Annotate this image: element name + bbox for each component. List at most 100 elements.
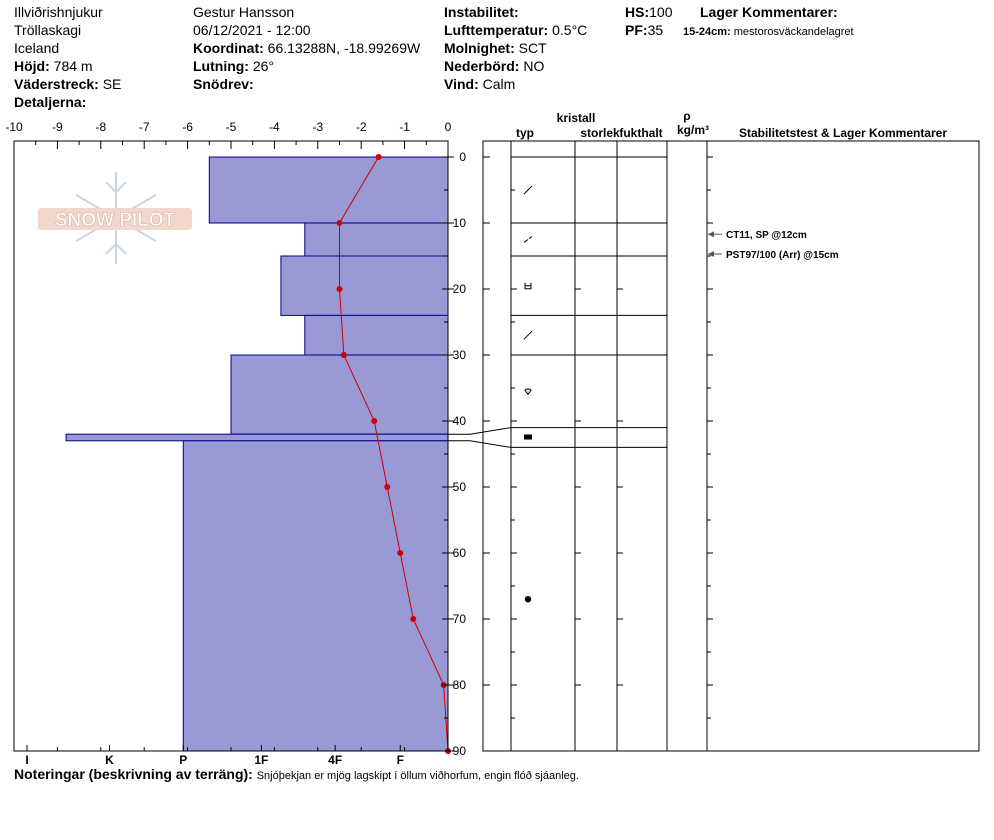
depth-tick-label: 90 [453,744,467,758]
depth-tick-label: 40 [453,414,467,428]
temperature-point [336,220,343,226]
temp-tick-label: -9 [52,120,63,134]
rho-header: ρ [683,109,690,123]
depth-tick-label: 30 [453,348,467,362]
instability-label: Instabilitet: [444,4,519,20]
hs-row: HS:100 [625,4,672,20]
snowpilot-logo: SNOW PILOT [38,172,192,264]
layer-table: kristall typ storlek fukthalt ρ kg/m³ St… [448,109,980,752]
country-name: Iceland [14,40,60,56]
table-frame [482,140,980,752]
type-header: typ [516,126,534,140]
coordinate-row: Koordinat: 66.13288N, -18.99269W [193,40,420,56]
temperature-point [336,286,343,292]
notes-row: Noteringar (beskrivning av terräng): Snj… [14,766,579,784]
size-header: storlek [580,126,620,140]
temp-tick-label: -10 [5,120,23,134]
depth-tick-label: 0 [459,150,466,164]
layer-comment-text: mestorosväckandelagret [733,26,854,38]
precip-value: NO [523,58,545,74]
sky-row: Molnighet: SCT [444,40,547,56]
hardness-bar [304,314,449,356]
grain-symbol-crust [524,434,532,440]
aspect-value: SE [102,76,122,92]
sky-value: SCT [518,40,547,56]
elevation-row: Höjd: 784 m [14,58,93,74]
depth-tick-label: 80 [453,678,467,692]
hardness-bar [65,433,449,442]
density-unit-header: kg/m³ [677,123,709,137]
moisture-header: fukthalt [619,126,662,140]
hardness-bar [230,354,449,435]
axes: -10 -9 -8 -7 -6 -5 -4 -3 -2 -1 0010203040506070809… [5,120,713,767]
slope-row: Lutning: 26° [193,58,274,74]
temp-tick-label: -5 [226,120,237,134]
air-temp-value: 0.5°C [552,22,588,38]
depth-tick-label: 70 [453,612,467,626]
temp-tick-label: -8 [95,120,106,134]
hs-label: HS: [625,4,650,20]
temp-tick-label: -1 [399,120,410,134]
wind-label: Vind: [444,76,479,92]
location-name: Illviðrishnjukur [14,4,103,20]
hardness-bar [208,156,449,224]
temp-tick-label: -7 [139,120,150,134]
stability-arrowhead [708,251,714,257]
notes-label: Noteringar (beskrivning av terräng): [14,766,253,782]
temperature-point [371,418,378,424]
temp-tick-label: -6 [182,120,193,134]
pf-label: PF: [625,22,648,38]
stability-test-label: PST97/100 (Arr) @15cm [726,250,839,261]
wind-value: Calm [482,76,516,92]
layer-comments-label: Lager Kommentarer: [700,4,838,20]
slope-label: Lutning: [193,58,249,74]
aspect-label: Väderstreck: [14,76,99,92]
hardness-tick-label: 4F [328,753,342,767]
observation-datetime: 06/12/2021 - 12:00 [193,22,311,38]
temperature-point [340,352,347,358]
slope-value: 26° [252,58,275,74]
grain-symbol-slash-dash [523,239,529,243]
grain-symbol-cup [524,282,532,290]
temperature-point [384,484,391,490]
stability-arrowhead [708,231,714,238]
pf-row: PF:35 [625,22,663,38]
hardness-tick-label: I [25,753,28,767]
sky-label: Molnighet: [444,40,515,56]
precip-row: Nederbörd: NO [444,58,544,74]
layer-connector [448,427,512,435]
stability-test-label: CT11, SP @12cm [726,230,807,241]
region-name: Tröllaskagi [14,22,82,38]
temperature-point [375,154,382,160]
depth-tick-label: 60 [453,546,467,560]
temperature-point [410,616,417,622]
temp-tick-label: 0 [445,120,452,134]
grain-symbol-dot [524,596,532,603]
grain-symbol-slash [523,185,533,195]
depth-tick-label: 20 [453,282,467,296]
air-temp-label: Lufttemperatur: [444,22,549,38]
layer-comment-row: 15-24cm: mestorosväckandelagret [683,24,854,40]
temperature-point [397,550,404,556]
temp-tick-label: -3 [312,120,323,134]
hardness-tick-label: F [397,753,404,767]
details-label: Detaljerna: [14,94,87,110]
drift-label: Snödrev: [193,76,254,92]
precip-label: Nederbörd: [444,58,520,74]
depth-tick-label: 50 [453,480,467,494]
grain-symbol-slash [523,330,533,340]
hardness-bars [65,156,449,752]
coordinate-value: 66.13288N, -18.99269W [267,40,421,56]
observer-name: Gestur Hansson [193,4,295,20]
pf-value: 35 [647,22,664,38]
notes-text: Snjóþekjan er mjög lagskipt í öllum viðh… [256,770,579,782]
crystal-header: kristall [557,111,596,125]
depth-tick-label: 10 [453,216,467,230]
elevation-label: Höjd: [14,58,50,74]
stability-header: Stabilitetstest & Lager Kommentarer [739,126,947,140]
hardness-tick-label: K [105,753,114,767]
hardness-bar [280,255,449,316]
temperature-line [339,156,449,752]
temp-tick-label: -4 [269,120,280,134]
